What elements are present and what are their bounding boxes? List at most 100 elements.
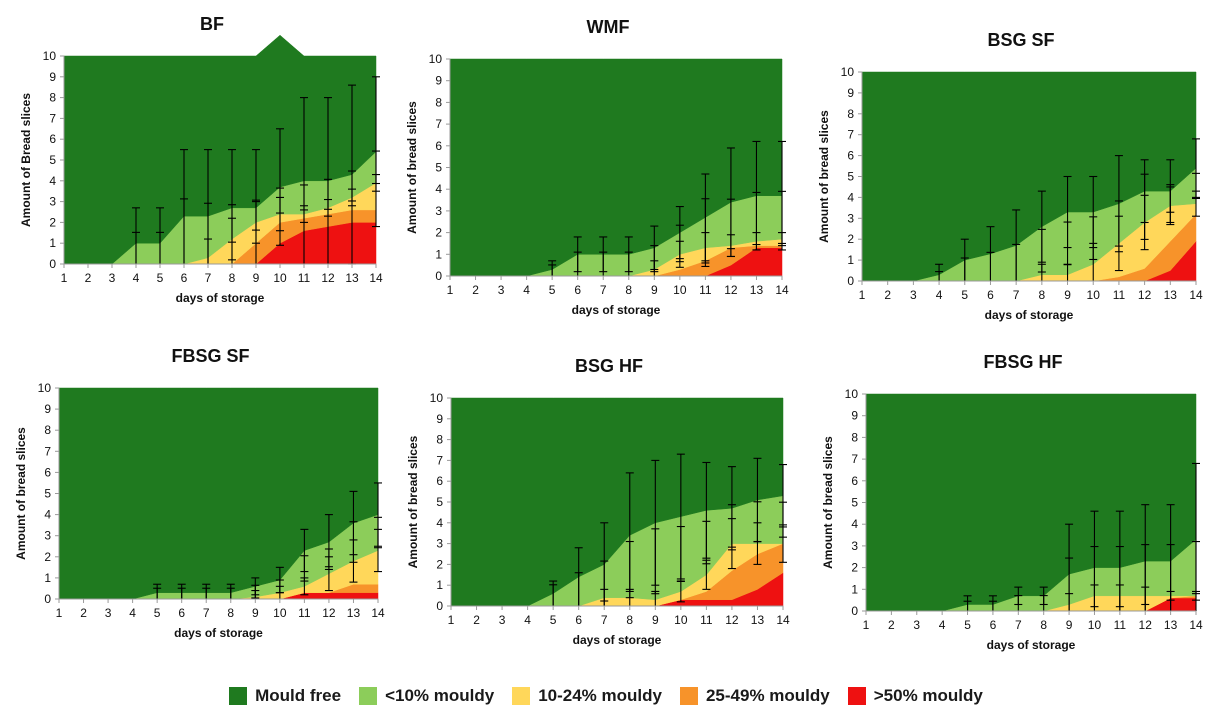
panel-1-xtick-label-2: 2: [85, 271, 92, 285]
legend-label-10-24: 10-24% mouldy: [538, 686, 662, 705]
panel-3-xtick-label-10: 10: [1087, 288, 1101, 302]
panel-1-xtick-label-10: 10: [273, 271, 287, 285]
panel-2-ytick-label-5: 5: [435, 161, 442, 175]
panel-3-ytick-label-5: 5: [847, 170, 854, 184]
panel-3-y-label: Amount of bread slices: [817, 110, 831, 243]
legend-item-gt50: >50% mouldy: [847, 686, 983, 706]
panel-4-ytick-label-0: 0: [44, 592, 51, 606]
panel-6-xtick-label-8: 8: [1040, 618, 1047, 632]
panel-4-x-label: days of storage: [174, 626, 263, 640]
panel-2-xtick-label-14: 14: [775, 283, 789, 297]
panel-6-xtick-label-13: 13: [1164, 618, 1178, 632]
panel-6-xtick-label-1: 1: [863, 618, 870, 632]
panel-6-ytick-label-8: 8: [851, 430, 858, 444]
panel-3-xtick-label-7: 7: [1013, 288, 1020, 302]
panel-3-ytick-label-10: 10: [841, 65, 855, 79]
panel-2-x-label: days of storage: [572, 303, 661, 317]
legend-label-gt50: >50% mouldy: [873, 686, 983, 705]
panel-1-ytick-label-4: 4: [49, 174, 56, 188]
panel-4-xtick-label-9: 9: [252, 606, 259, 620]
panel-5-xtick-label-13: 13: [751, 613, 765, 627]
panel-3-xtick-label-13: 13: [1164, 288, 1178, 302]
panel-4-xtick-label-2: 2: [80, 606, 87, 620]
panel-3-ytick-label-0: 0: [847, 274, 854, 288]
panel-5-ytick-label-3: 3: [436, 537, 443, 551]
panel-4-ytick-label-2: 2: [44, 550, 51, 564]
panel-5-xtick-label-5: 5: [550, 613, 557, 627]
panel-5-xtick-label-7: 7: [601, 613, 608, 627]
panel-4-ytick-label-7: 7: [44, 444, 51, 458]
panel-1-xtick-label-12: 12: [321, 271, 335, 285]
panel-6-ytick-label-6: 6: [851, 474, 858, 488]
panel-1-ytick-label-7: 7: [49, 111, 56, 125]
panel-4-xtick-label-4: 4: [129, 606, 136, 620]
panel-6-title: FBSG HF: [984, 352, 1063, 372]
panel-5-ytick-label-9: 9: [436, 412, 443, 426]
legend-swatch-10-24: [512, 687, 531, 705]
panel-2-ytick-label-2: 2: [435, 226, 442, 240]
panel-2-ytick-label-4: 4: [435, 182, 442, 196]
panel-6-ytick-label-10: 10: [845, 387, 859, 401]
panel-6-area-mould_free: [865, 393, 1197, 612]
panel-5-xtick-label-12: 12: [725, 613, 739, 627]
panel-6-ytick-label-5: 5: [851, 496, 858, 510]
panel-4-xtick-label-1: 1: [56, 606, 63, 620]
panel-6-xtick-label-11: 11: [1114, 618, 1127, 632]
legend-item-mould-free: Mould free: [229, 686, 341, 706]
panel-4-ytick-label-9: 9: [44, 402, 51, 416]
panel-6-ytick-label-2: 2: [851, 561, 858, 575]
panel-6-xtick-label-5: 5: [964, 618, 971, 632]
panel-2-xtick-label-4: 4: [523, 283, 530, 297]
panel-2-ytick-label-8: 8: [435, 95, 442, 109]
panel-4-ytick-label-8: 8: [44, 423, 51, 437]
panel-6-ytick-label-7: 7: [851, 452, 858, 466]
panel-3-xtick-label-9: 9: [1064, 288, 1071, 302]
panel-5-xtick-label-1: 1: [448, 613, 455, 627]
panel-1-xtick-label-13: 13: [345, 271, 359, 285]
panel-3-xtick-label-11: 11: [1113, 288, 1126, 302]
panel-1-xtick-label-9: 9: [253, 271, 260, 285]
panel-4-xtick-label-8: 8: [227, 606, 234, 620]
panel-6-xtick-label-9: 9: [1066, 618, 1073, 632]
panel-1-ytick-label-2: 2: [49, 215, 56, 229]
panel-2-ytick-label-10: 10: [429, 52, 443, 66]
panel-1-xtick-label-8: 8: [229, 271, 236, 285]
panel-2-title: WMF: [587, 17, 630, 37]
panel-3-xtick-label-5: 5: [961, 288, 968, 302]
panel-2-y-label: Amount of bread slices: [405, 101, 419, 234]
panel-4-xtick-label-11: 11: [298, 606, 311, 620]
panel-4-title: FBSG SF: [171, 346, 249, 366]
panel-3-ytick-label-1: 1: [847, 253, 854, 267]
panel-2-ytick-label-6: 6: [435, 139, 442, 153]
panel-4-ytick-label-4: 4: [44, 508, 51, 522]
panel-2-xtick-label-8: 8: [625, 283, 632, 297]
panel-6-xtick-label-14: 14: [1189, 618, 1203, 632]
panel-1-ytick-label-9: 9: [49, 70, 56, 84]
panel-1-xtick-label-11: 11: [298, 271, 311, 285]
panel-1-xtick-label-3: 3: [109, 271, 116, 285]
legend-swatch-mould-free: [229, 687, 248, 705]
panel-1-ytick-label-1: 1: [49, 236, 56, 250]
panel-3-area-mould_free: [861, 71, 1197, 282]
panel-4-ytick-label-6: 6: [44, 465, 51, 479]
panel-3-xtick-label-4: 4: [936, 288, 943, 302]
panel-4-xtick-label-13: 13: [347, 606, 361, 620]
panel-5-ytick-label-0: 0: [436, 599, 443, 613]
panel-5-ytick-label-6: 6: [436, 474, 443, 488]
panel-5-y-label: Amount of bread slices: [406, 435, 420, 568]
panel-2-xtick-label-2: 2: [472, 283, 479, 297]
panel-3-xtick-label-12: 12: [1138, 288, 1152, 302]
panel-1-xtick-label-4: 4: [133, 271, 140, 285]
panel-3-xtick-label-14: 14: [1189, 288, 1203, 302]
panel-4-area-mould_free: [58, 387, 379, 600]
panel-5-xtick-label-9: 9: [652, 613, 659, 627]
panel-1-ytick-label-0: 0: [49, 257, 56, 271]
legend-item-lt10: <10% mouldy: [359, 686, 494, 706]
panel-4-xtick-label-14: 14: [371, 606, 385, 620]
panel-5-xtick-label-14: 14: [776, 613, 790, 627]
panel-5-area-mould_free: [450, 397, 784, 607]
panel-2-ytick-label-9: 9: [435, 74, 442, 88]
panel-6-xtick-label-3: 3: [913, 618, 920, 632]
panel-5-ytick-label-2: 2: [436, 557, 443, 571]
